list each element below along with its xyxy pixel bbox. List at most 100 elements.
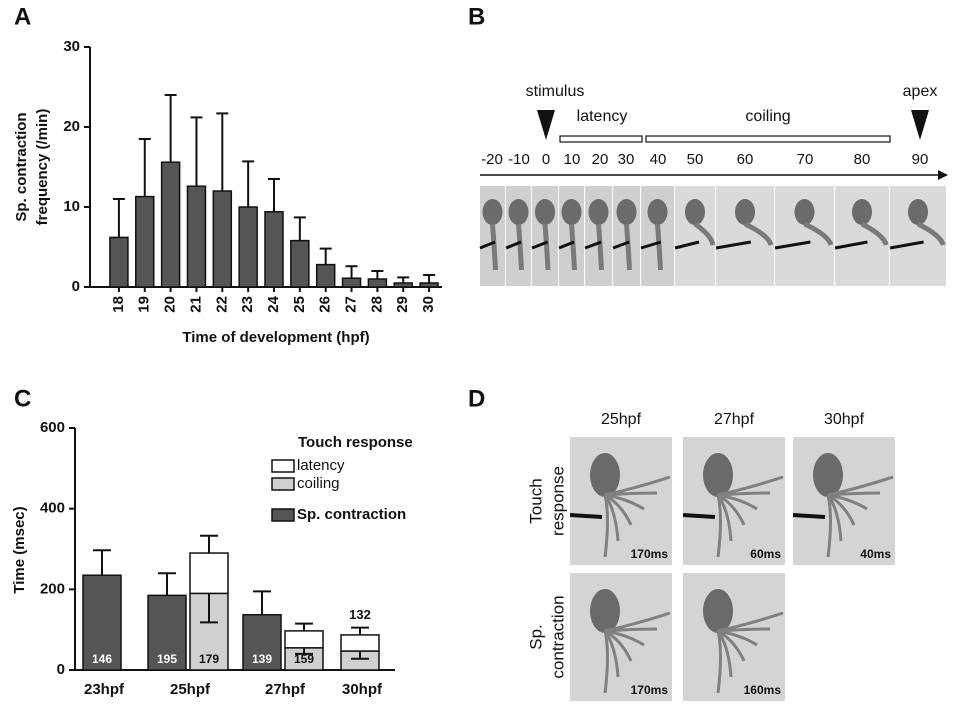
embryo-tail <box>860 221 889 246</box>
x-tick-label: 27hpf <box>265 681 306 698</box>
probe <box>774 240 811 250</box>
time-label: 160ms <box>744 683 782 697</box>
y-tick-label: 400 <box>40 500 65 517</box>
n-label: 146 <box>92 652 112 666</box>
x-tick-label: 25 <box>291 296 308 313</box>
n-label: 139 <box>252 652 272 666</box>
bar <box>393 282 413 288</box>
probe <box>792 513 826 519</box>
x-tick-label: 28 <box>368 296 385 313</box>
timeline-label: 30 <box>618 151 635 168</box>
x-tick-label: 19 <box>136 296 153 313</box>
latency-label: latency <box>577 108 628 125</box>
n-label: 179 <box>199 652 219 666</box>
bar <box>367 278 388 288</box>
n-label: 159 <box>294 652 314 666</box>
y-tick-label: 200 <box>40 580 65 597</box>
embryo-tail <box>516 223 524 271</box>
timeline-label: 80 <box>854 151 871 168</box>
bar <box>341 277 362 288</box>
embryo-tail <box>693 221 716 246</box>
bar <box>135 195 155 288</box>
x-tick-label: 23hpf <box>84 681 125 698</box>
probe <box>682 513 716 519</box>
embryo-tail <box>827 475 894 497</box>
n-label: 195 <box>157 652 177 666</box>
probe <box>612 240 630 250</box>
y-tick-label: 0 <box>57 661 65 678</box>
panel-letter: D <box>468 385 485 412</box>
y-axis-label: Sp. contraction <box>13 112 30 221</box>
bar <box>186 185 207 288</box>
column-label: 25hpf <box>601 411 642 428</box>
probe <box>889 240 924 250</box>
x-tick-label: 29 <box>394 296 411 313</box>
bar <box>212 190 233 288</box>
legend-label: coiling <box>297 475 340 492</box>
embryo-tail <box>490 223 498 271</box>
embryo-tail <box>624 223 632 271</box>
embryo-tail <box>569 223 577 271</box>
x-tick-label: 27 <box>343 296 360 313</box>
n-label: 132 <box>349 607 371 622</box>
apex-label: apex <box>903 83 938 100</box>
timeline-label: 10 <box>564 151 581 168</box>
image-frame <box>683 573 785 701</box>
panel-letter: B <box>468 3 485 30</box>
probe <box>479 240 496 250</box>
stimulus-label: stimulus <box>526 83 585 100</box>
embryo-tail <box>803 221 834 246</box>
time-label: 40ms <box>860 547 891 561</box>
legend-swatch <box>271 477 295 491</box>
embryo <box>616 199 637 225</box>
bar <box>160 161 181 288</box>
embryo <box>590 589 620 633</box>
y-axis-label: frequency (/min) <box>34 109 51 226</box>
y-tick-label: 20 <box>63 118 80 135</box>
x-tick-label: 24 <box>265 295 282 312</box>
timeline-label: -10 <box>508 151 530 168</box>
y-tick-label: 0 <box>72 278 80 295</box>
timeline-label: 50 <box>687 151 704 168</box>
bar <box>315 263 336 288</box>
image-frame <box>570 437 672 565</box>
timeline-label: 40 <box>650 151 667 168</box>
time-label: 170ms <box>631 683 669 697</box>
embryo-tail <box>596 223 604 271</box>
x-tick-label: 18 <box>110 296 127 313</box>
time-label: 170ms <box>631 547 669 561</box>
embryo <box>561 199 582 225</box>
x-tick-label: 30hpf <box>342 681 383 698</box>
row-label: Sp. <box>526 624 545 650</box>
legend-title: Touch response <box>298 434 413 451</box>
bar <box>238 206 258 288</box>
x-tick-label: 26 <box>317 296 334 313</box>
timeline-arrow <box>938 170 948 180</box>
embryo-tail <box>916 221 946 246</box>
bar <box>419 282 439 288</box>
row-label: contraction <box>548 595 567 678</box>
embryo-tail <box>604 611 671 633</box>
panel-letter: A <box>14 3 31 30</box>
embryo <box>908 199 928 225</box>
probe <box>569 513 603 519</box>
image-frame <box>683 437 785 565</box>
y-tick-label: 10 <box>63 198 80 215</box>
bar <box>290 239 310 288</box>
panel-letter: C <box>14 385 31 412</box>
probe <box>531 240 549 250</box>
embryo <box>535 199 555 225</box>
embryo-tail <box>604 475 671 497</box>
embryo <box>590 453 620 497</box>
embryo-tail <box>655 223 663 271</box>
bar <box>264 211 284 288</box>
x-tick-label: 30 <box>420 296 437 313</box>
latency-bar <box>559 135 643 143</box>
x-tick-label: 23 <box>239 296 256 313</box>
embryo-tail <box>717 611 784 633</box>
y-tick-label: 30 <box>63 38 80 55</box>
x-tick-label: 21 <box>187 296 204 313</box>
column-label: 27hpf <box>714 411 755 428</box>
timeline-label: 70 <box>797 151 814 168</box>
